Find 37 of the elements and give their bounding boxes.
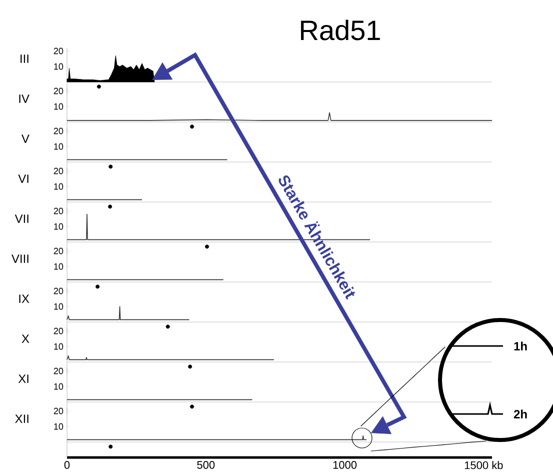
y-axis-title: XI <box>18 374 28 383</box>
y-tick-label: 20 <box>54 328 64 334</box>
y-axis-title: IV <box>19 94 30 103</box>
y-axis-title: IX <box>19 294 30 303</box>
y-tick-label: 20 <box>54 368 64 374</box>
y-tick-label: 10 <box>54 383 64 390</box>
y-axis-title: VII <box>14 214 28 223</box>
y-tick-label: 10 <box>54 183 64 190</box>
x-tick-label: 1500 kb <box>464 461 503 470</box>
y-tick-label: 10 <box>54 423 64 430</box>
y-tick-label: 20 <box>54 168 64 174</box>
chart-title: Rad51 <box>301 20 380 40</box>
y-axis-title: VIII <box>12 254 28 263</box>
y-tick-label: 20 <box>54 408 64 414</box>
y-axis-title: X <box>22 334 30 343</box>
y-tick-label: 10 <box>54 303 64 310</box>
y-tick-label: 20 <box>54 288 64 294</box>
y-tick-label: 10 <box>54 223 64 230</box>
y-tick-label: 20 <box>54 128 64 134</box>
y-axis-title: VI <box>18 174 28 183</box>
y-tick-label: 20 <box>54 88 64 94</box>
x-tick-label: 1000 <box>333 461 357 469</box>
y-tick-label: 10 <box>54 63 64 70</box>
x-tick-label: 500 <box>197 461 215 469</box>
y-axis-title: III <box>20 54 28 63</box>
y-axis-title: V <box>22 134 30 143</box>
y-tick-label: 10 <box>54 143 64 150</box>
y-tick-label: 20 <box>54 208 64 214</box>
y-tick-label: 10 <box>54 263 64 270</box>
y-tick-label: 20 <box>54 48 64 54</box>
text: 1h <box>514 342 527 350</box>
text: 2h <box>514 410 527 418</box>
y-axis-title: XII <box>15 414 28 423</box>
x-tick-label: 0 <box>64 461 70 469</box>
y-tick-label: 10 <box>54 343 64 350</box>
y-tick-label: 20 <box>54 248 64 254</box>
y-tick-label: 10 <box>54 103 64 110</box>
